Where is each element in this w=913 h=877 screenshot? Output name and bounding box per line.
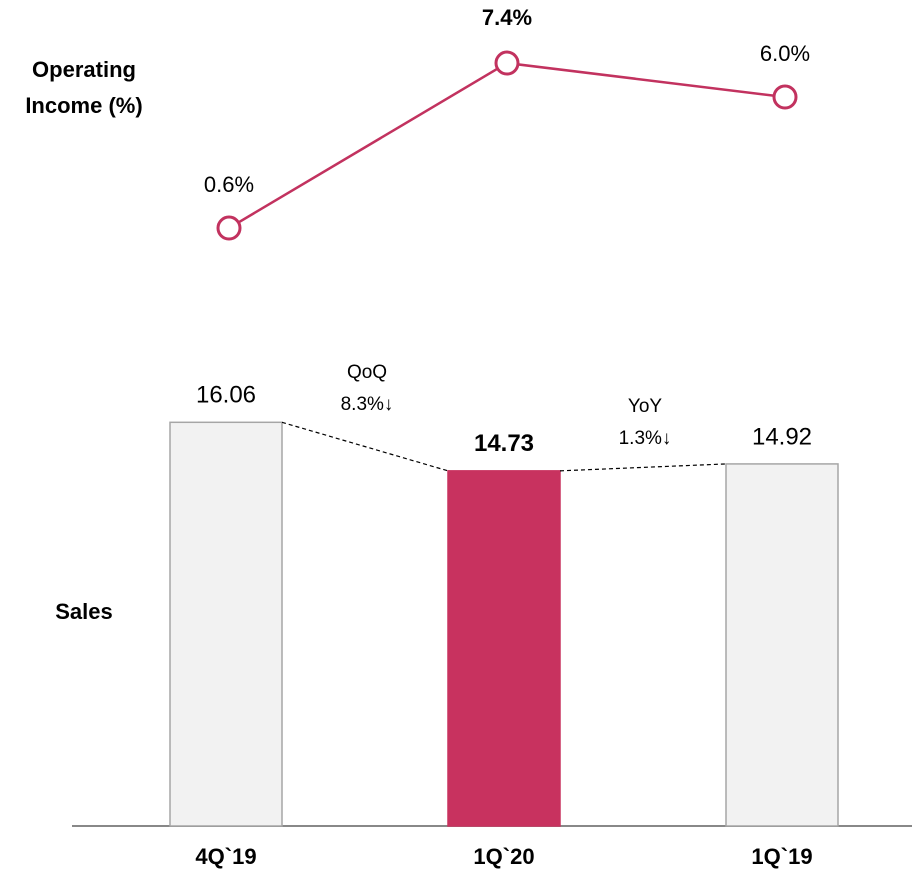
value-label: 14.92 xyxy=(752,423,812,450)
bar-y-label: Sales xyxy=(55,599,113,624)
annotation-title: YoY xyxy=(628,396,662,417)
x-tick-label: 1Q`20 xyxy=(473,844,534,869)
value-label: 16.06 xyxy=(196,382,256,409)
marker xyxy=(216,215,242,241)
value-label: 14.73 xyxy=(474,430,534,457)
connector xyxy=(559,463,727,472)
value-label: 7.4% xyxy=(482,5,532,30)
annotation-text: 8.3%↓ xyxy=(341,394,394,415)
bar xyxy=(447,470,561,827)
bar xyxy=(725,463,839,827)
line-y-label: Operating Income (%) xyxy=(25,57,143,118)
annotation-title: QoQ xyxy=(347,362,387,383)
bar xyxy=(169,421,283,827)
x-tick-label: 4Q`19 xyxy=(195,844,256,869)
marker xyxy=(772,84,798,110)
x-tick-label: 1Q`19 xyxy=(751,844,812,869)
value-label: 6.0% xyxy=(760,41,810,66)
annotation-text: 1.3%↓ xyxy=(619,428,672,449)
connector xyxy=(281,421,449,472)
marker xyxy=(494,50,520,76)
line xyxy=(228,61,786,230)
value-label: 0.6% xyxy=(204,172,254,197)
